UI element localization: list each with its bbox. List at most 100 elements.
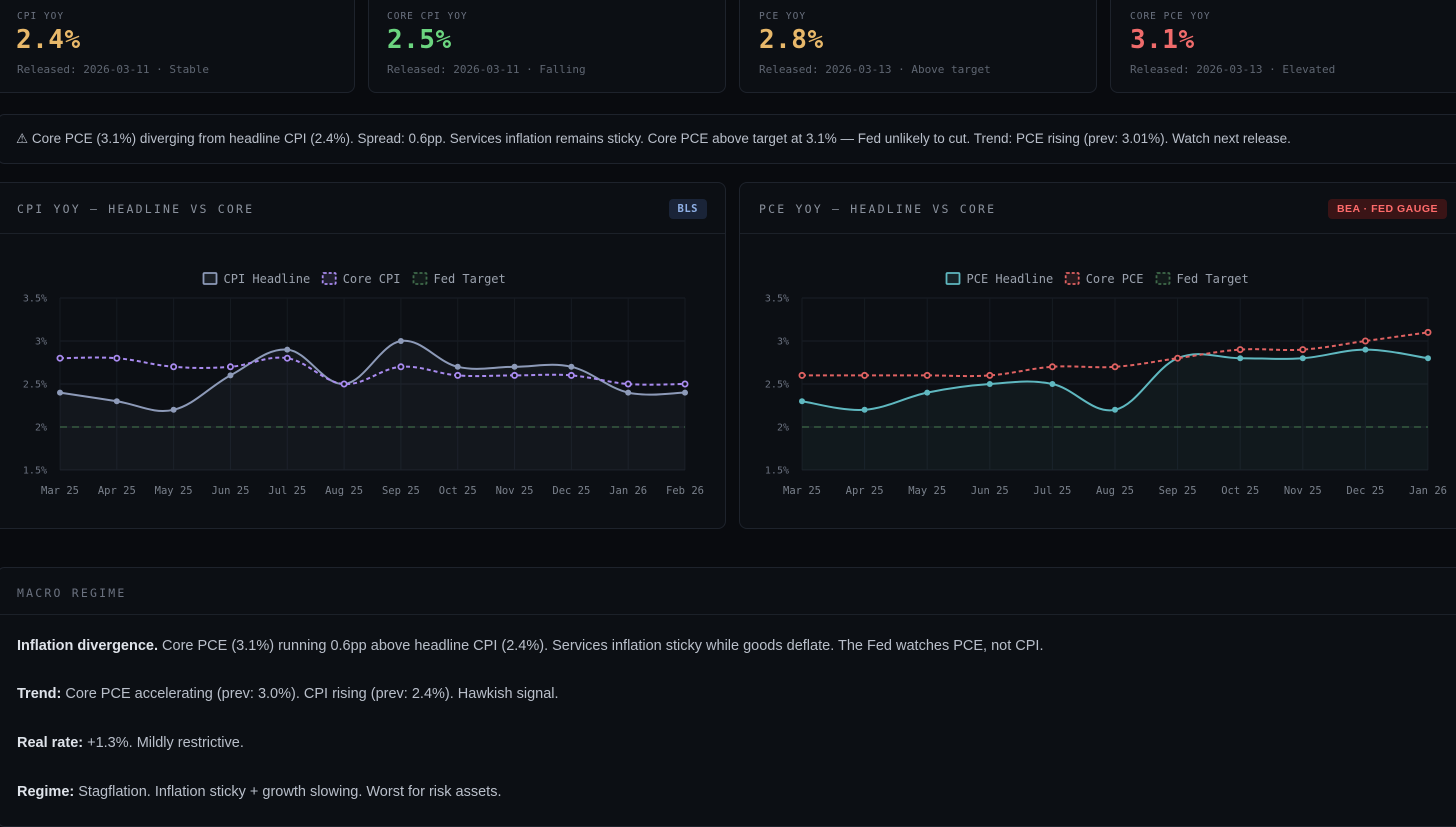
x-tick-label: Mar 25 — [41, 485, 79, 497]
legend-swatch — [202, 272, 218, 285]
x-tick-label: Oct 25 — [1221, 485, 1259, 497]
data-point — [170, 363, 178, 371]
y-tick-label: 1.5% — [765, 466, 789, 477]
data-point — [227, 372, 234, 379]
regime-text: Core PCE accelerating (prev: 3.0%). CPI … — [61, 686, 559, 702]
regime-paragraph: Real rate: +1.3%. Mildly restrictive. — [17, 735, 244, 751]
data-point — [624, 380, 632, 388]
data-point — [1425, 355, 1431, 362]
kpi-card-pce: PCE YOY 2.8% Released: 2026-03-13 · Abov… — [739, 0, 1097, 93]
x-tick-label: Aug 25 — [325, 485, 363, 497]
macro-regime-panel: MACRO REGIME Inflation divergence. Core … — [0, 567, 1456, 827]
y-tick-label: 3% — [35, 337, 47, 348]
x-tick-label: Dec 25 — [1346, 485, 1384, 497]
data-point — [284, 346, 291, 353]
regime-heading: Trend: — [17, 686, 62, 702]
data-point — [511, 371, 519, 379]
data-point — [923, 371, 931, 379]
y-tick-label: 3.5% — [765, 294, 789, 305]
data-point — [567, 371, 575, 379]
panel-title: MACRO REGIME — [17, 586, 127, 600]
legend-label: Core CPI — [343, 272, 401, 286]
data-point — [113, 354, 121, 362]
regime-heading: Inflation divergence. — [17, 638, 158, 654]
data-point — [226, 363, 234, 371]
regime-paragraph: Regime: Stagflation. Inflation sticky + … — [17, 784, 501, 800]
y-tick-label: 1.5% — [23, 466, 47, 477]
data-point — [283, 354, 291, 362]
legend-swatch — [945, 272, 961, 285]
data-point — [113, 398, 120, 405]
data-point — [1174, 354, 1182, 362]
headline-area — [60, 340, 685, 470]
x-tick-label: Oct 25 — [439, 485, 477, 497]
kpi-value: 2.8% — [759, 25, 824, 55]
kpi-value: 3.1% — [1130, 25, 1195, 55]
data-point — [340, 380, 348, 388]
kpi-label: CPI YOY — [17, 11, 65, 22]
x-tick-label: Apr 25 — [846, 485, 884, 497]
y-tick-label: 2% — [777, 423, 789, 434]
data-point — [1424, 328, 1432, 336]
cpi-line-chart: 1.5% 2% 2.5% 3% 3.5% Mar 25 Apr 25 May 25 Jun 25… — [23, 272, 704, 497]
kpi-subtext: Released: 2026-03-13 · Elevated — [1130, 63, 1336, 76]
source-badge: BLS — [668, 199, 707, 219]
y-tick-label: 2.5% — [765, 380, 789, 391]
kpi-card-core-pce: CORE PCE YOY 3.1% Released: 2026-03-13 ·… — [1110, 0, 1456, 93]
legend-label: Fed Target — [1177, 272, 1249, 286]
x-tick-label: Jun 25 — [971, 485, 1009, 497]
alert-text: ⚠ Core PCE (3.1%) diverging from headlin… — [16, 131, 1291, 146]
data-point — [1362, 346, 1369, 353]
x-tick-label: Apr 25 — [98, 485, 136, 497]
regime-heading: Regime: — [17, 784, 75, 800]
legend-label: Fed Target — [434, 272, 506, 286]
x-tick-label: Sep 25 — [1159, 485, 1197, 497]
data-point — [57, 389, 63, 396]
x-tick-label: Feb 26 — [666, 485, 704, 497]
data-point — [397, 363, 405, 371]
y-tick-label: 2% — [35, 423, 47, 434]
y-tick-label: 3.5% — [23, 294, 47, 305]
x-tick-label: Jul 25 — [1033, 485, 1071, 497]
data-point — [170, 406, 177, 413]
panel-header: PCE YOY — HEADLINE VS CORE BEA · FED GAU… — [740, 183, 1456, 234]
x-tick-label: May 25 — [908, 485, 946, 497]
data-point — [924, 389, 931, 396]
divergence-alert: ⚠ Core PCE (3.1%) diverging from headlin… — [0, 114, 1456, 164]
x-tick-label: Jun 25 — [211, 485, 249, 497]
x-tick-label: Jan 26 — [1409, 485, 1447, 497]
kpi-value: 2.5% — [387, 25, 452, 55]
data-point — [1112, 406, 1118, 413]
regime-paragraph: Inflation divergence. Core PCE (3.1%) ru… — [17, 638, 1044, 654]
data-point — [454, 371, 462, 379]
data-point — [798, 371, 806, 379]
data-point — [681, 380, 689, 388]
kpi-label: PCE YOY — [759, 11, 807, 22]
x-tick-label: Dec 25 — [552, 485, 590, 497]
data-point — [986, 371, 994, 379]
data-point — [682, 389, 688, 396]
x-tick-label: Sep 25 — [382, 485, 420, 497]
data-point — [1237, 355, 1244, 362]
y-tick-label: 2.5% — [23, 380, 47, 391]
x-tick-label: Jan 26 — [609, 485, 647, 497]
legend-swatch — [1155, 272, 1171, 285]
panel-title: CPI YOY — HEADLINE VS CORE — [17, 202, 255, 216]
data-point — [1299, 355, 1306, 362]
data-point — [1236, 346, 1244, 354]
data-point — [397, 338, 404, 344]
data-point — [1361, 337, 1369, 345]
data-point — [1049, 381, 1056, 387]
data-point — [1048, 363, 1056, 371]
data-point — [799, 398, 805, 405]
data-point — [1111, 363, 1119, 371]
pce-line-chart: 1.5% 2% 2.5% 3% 3.5% Mar 25 Apr 25 May 25 Jun 25… — [765, 272, 1447, 497]
legend-label: Core PCE — [1086, 272, 1144, 286]
legend-label: CPI Headline — [224, 272, 311, 286]
legend-label: PCE Headline — [967, 272, 1054, 286]
y-tick-label: 3% — [777, 337, 789, 348]
kpi-label: CORE PCE YOY — [1130, 11, 1211, 22]
kpi-subtext: Released: 2026-03-11 · Stable — [17, 63, 210, 76]
pce-chart-panel: PCE YOY — HEADLINE VS CORE BEA · FED GAU… — [739, 182, 1456, 529]
panel-header: MACRO REGIME — [0, 568, 1456, 615]
